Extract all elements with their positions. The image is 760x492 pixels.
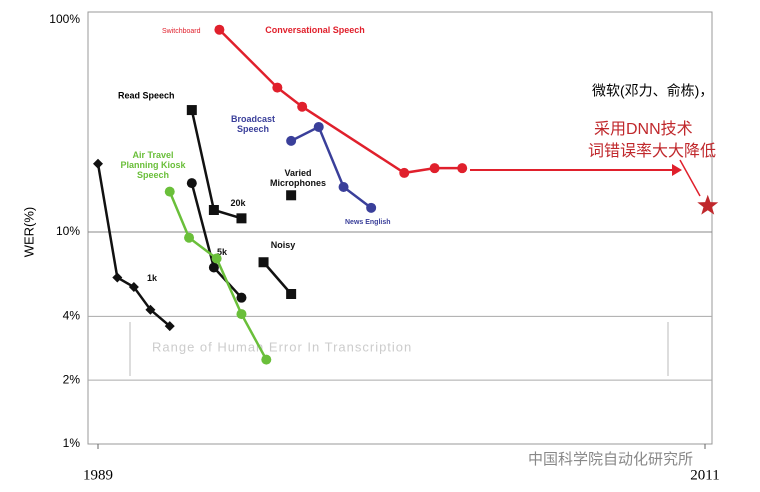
marker xyxy=(186,105,197,116)
series-label-box: Conversational Speech xyxy=(265,25,365,35)
marker xyxy=(184,232,195,243)
marker xyxy=(261,354,272,365)
marker xyxy=(236,213,247,224)
annotation: Read Speech xyxy=(118,90,175,100)
marker xyxy=(286,190,297,201)
series-line xyxy=(290,125,372,209)
note: 词错误率大大降低 xyxy=(588,142,716,160)
marker xyxy=(297,101,308,112)
series-label: Noisy xyxy=(270,240,296,250)
marker xyxy=(128,282,139,293)
marker xyxy=(338,182,349,193)
arrow xyxy=(679,159,701,197)
series-label: 20k xyxy=(230,198,246,208)
arrow-head xyxy=(672,164,682,176)
y-tick-label: 4% xyxy=(63,309,81,323)
marker xyxy=(366,202,377,213)
y-tick-label: 2% xyxy=(63,372,81,386)
marker xyxy=(236,292,247,303)
series-label-box: 1k xyxy=(146,273,157,283)
marker xyxy=(211,253,222,264)
y-tick-label: 100% xyxy=(49,12,80,26)
series-label: Conversational Speech xyxy=(265,25,365,35)
series-label: Varied Microphones xyxy=(269,168,326,188)
y-axis-label: WER(%) xyxy=(21,207,36,258)
marker xyxy=(93,158,103,169)
series-label: Broadcast Speech xyxy=(230,114,275,134)
series-label-box: Noisy xyxy=(270,240,296,250)
series-label-box: 5k xyxy=(216,247,227,257)
y-tick-label: 10% xyxy=(56,224,80,238)
series-label-box: 20k xyxy=(230,198,246,208)
marker xyxy=(272,82,283,93)
series-label: 1k xyxy=(146,273,157,283)
annotation: Switchboard xyxy=(162,28,201,35)
note: 微软(邓力、俞栋)， xyxy=(592,83,713,99)
annotation: News English xyxy=(345,219,391,226)
marker xyxy=(457,163,468,174)
watermark: 中国科学院自动化研究所 xyxy=(528,450,693,468)
marker xyxy=(313,121,324,132)
x-tick-label: 1989 xyxy=(83,467,113,483)
marker xyxy=(208,204,219,215)
annotation: Range of Human Error In Transcription xyxy=(152,339,412,354)
series-line xyxy=(262,261,293,295)
marker xyxy=(258,257,269,268)
marker xyxy=(214,24,225,35)
x-tick-label: 2011 xyxy=(690,467,719,483)
marker xyxy=(286,288,297,299)
series-label: 5k xyxy=(216,247,227,257)
marker xyxy=(429,163,440,174)
marker xyxy=(186,178,197,189)
series-label-box: Varied Microphones xyxy=(269,168,326,188)
plot-frame xyxy=(87,11,713,445)
note: 采用DNN技术 xyxy=(594,120,693,138)
series-label-box: Broadcast Speech xyxy=(230,114,275,134)
star xyxy=(697,194,719,215)
series-label-box: Air Travel Planning Kiosk Speech xyxy=(120,150,186,180)
marker xyxy=(145,304,156,315)
marker xyxy=(164,186,175,197)
series-label: Air Travel Planning Kiosk Speech xyxy=(120,150,186,180)
marker xyxy=(286,135,297,146)
marker xyxy=(164,321,175,332)
marker xyxy=(399,167,410,178)
marker xyxy=(236,309,247,320)
marker xyxy=(208,262,219,273)
y-tick-label: 1% xyxy=(63,436,81,450)
marker xyxy=(112,272,123,283)
